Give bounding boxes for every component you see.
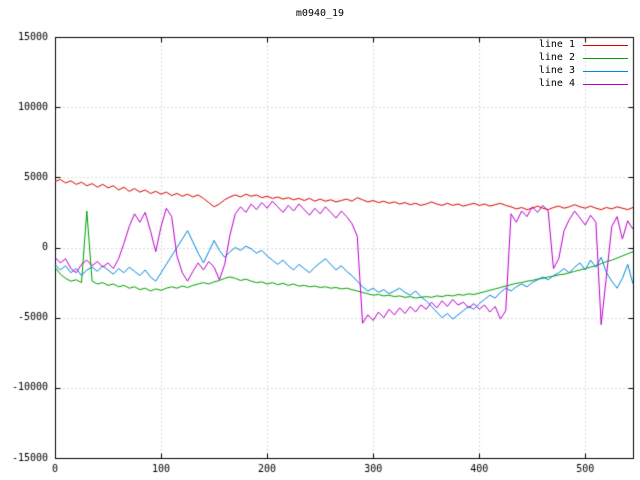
legend-line-sample	[583, 83, 628, 85]
legend-label: line 4	[538, 78, 575, 89]
legend: line 1 line 2 line 3 line 4	[539, 40, 628, 89]
legend-line-sample	[583, 44, 628, 46]
legend-item: line 3	[539, 66, 628, 76]
legend-label: line 1	[538, 39, 575, 50]
legend-label: line 3	[538, 65, 575, 76]
legend-item: line 4	[539, 79, 628, 89]
legend-item: line 1	[539, 40, 628, 50]
chart-title: m0940_19	[295, 8, 345, 19]
legend-line-sample	[583, 70, 628, 72]
legend-label: line 2	[538, 52, 575, 63]
legend-item: line 2	[539, 53, 628, 63]
legend-line-sample	[583, 57, 628, 59]
